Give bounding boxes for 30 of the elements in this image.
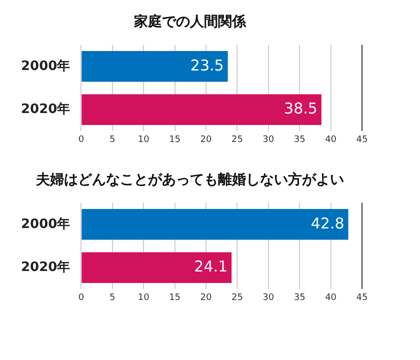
x-tick-label: 30 [262,292,274,303]
x-tick-label: 10 [138,292,150,303]
x-tick-label: 40 [325,134,337,145]
chart-title: 家庭での人間関係 [133,13,247,30]
x-tick-label: 25 [231,134,243,145]
x-tick-label: 45 [356,134,368,145]
chart-title: 夫婦はどんなことがあっても離婚しない方がよい [35,171,344,188]
x-tick-label: 5 [110,134,116,145]
x-tick-label: 0 [78,292,84,303]
x-tick-label: 45 [356,292,368,303]
data-label: 24.1 [194,257,228,276]
x-tick-label: 40 [325,292,337,303]
x-tick-label: 25 [231,292,243,303]
x-tick-label: 5 [110,292,116,303]
x-tick-label: 30 [262,134,274,145]
x-tick-label: 20 [200,134,212,145]
x-tick-label: 0 [78,134,84,145]
y-tick-label: 2020年 [20,260,70,275]
x-tick-label: 15 [169,134,181,145]
y-tick-label: 2020年 [20,102,70,117]
x-tick-label: 20 [200,292,212,303]
data-label: 38.5 [284,99,318,118]
x-tick-label: 15 [169,292,181,303]
x-tick-label: 35 [294,134,306,145]
x-tick-label: 35 [294,292,306,303]
y-tick-label: 2000年 [20,58,70,74]
data-label: 23.5 [190,56,224,74]
x-tick-label: 10 [138,134,150,145]
data-label: 42.8 [310,214,344,232]
y-tick-label: 2000年 [20,216,70,232]
